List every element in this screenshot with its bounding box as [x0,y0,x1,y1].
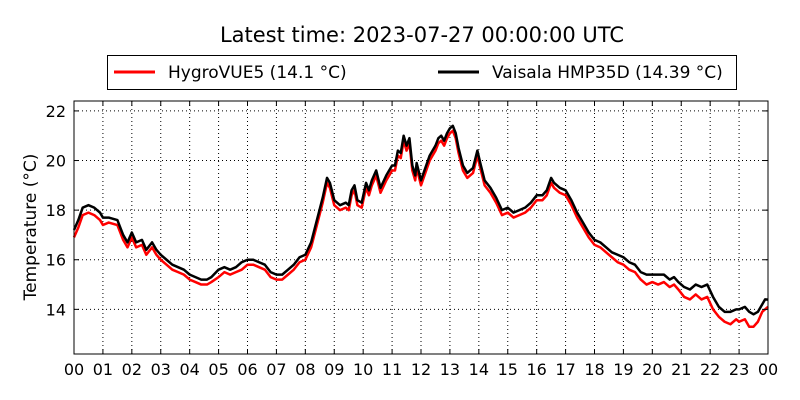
y-axis-label: Temperature (°C) [21,154,41,302]
x-tick-label: 20 [642,360,662,379]
x-tick-label: 06 [237,360,257,379]
x-tick-label: 22 [700,360,720,379]
x-tick-label: 13 [440,360,460,379]
x-tick-label: 23 [729,360,749,379]
x-tick-label: 00 [758,360,778,379]
y-tick-label: 18 [46,201,66,220]
x-tick-label: 12 [411,360,431,379]
grid [74,101,768,354]
y-tick-label: 16 [46,251,66,270]
x-tick-label: 17 [555,360,575,379]
series-line-vaisala [72,124,769,316]
x-tick-label: 07 [266,360,286,379]
x-tick-label: 04 [179,360,199,379]
x-tick-label: 15 [498,360,518,379]
legend-box [107,55,737,90]
ticks [73,101,769,354]
x-tick-label: 18 [584,360,604,379]
y-tick-label: 20 [46,152,66,171]
x-tick-label: 14 [469,360,489,379]
x-tick-label: 09 [324,360,344,379]
x-tick-label: 03 [151,360,171,379]
legend-label-vaisala: Vaisala HMP35D (14.39 °C) [492,63,723,83]
x-tick-label: 10 [353,360,373,379]
y-tick-label: 14 [46,300,66,319]
series-layer [72,124,769,328]
x-tick-label: 02 [122,360,142,379]
plot-frame [73,100,769,355]
x-tick-label: 01 [93,360,113,379]
chart-title: Latest time: 2023-07-27 00:00:00 UTC [220,23,624,47]
x-tick-label: 19 [613,360,633,379]
x-tick-label: 16 [526,360,546,379]
y-tick-label: 22 [46,102,66,121]
legend-label-hygrovue5: HygroVUE5 (14.1 °C) [168,63,347,83]
legend: HygroVUE5 (14.1 °C) Vaisala HMP35D (14.3… [107,55,737,90]
x-tick-label: 05 [208,360,228,379]
x-tick-label: 21 [671,360,691,379]
x-tick-label: 00 [64,360,84,379]
x-tick-label: 08 [295,360,315,379]
y-tick-labels: 14 16 18 20 22 [46,102,66,319]
x-tick-labels: 00 01 02 03 04 05 06 07 08 09 10 11 12 13 14 15 16 17 18 19… [64,360,778,379]
x-tick-label: 11 [382,360,402,379]
